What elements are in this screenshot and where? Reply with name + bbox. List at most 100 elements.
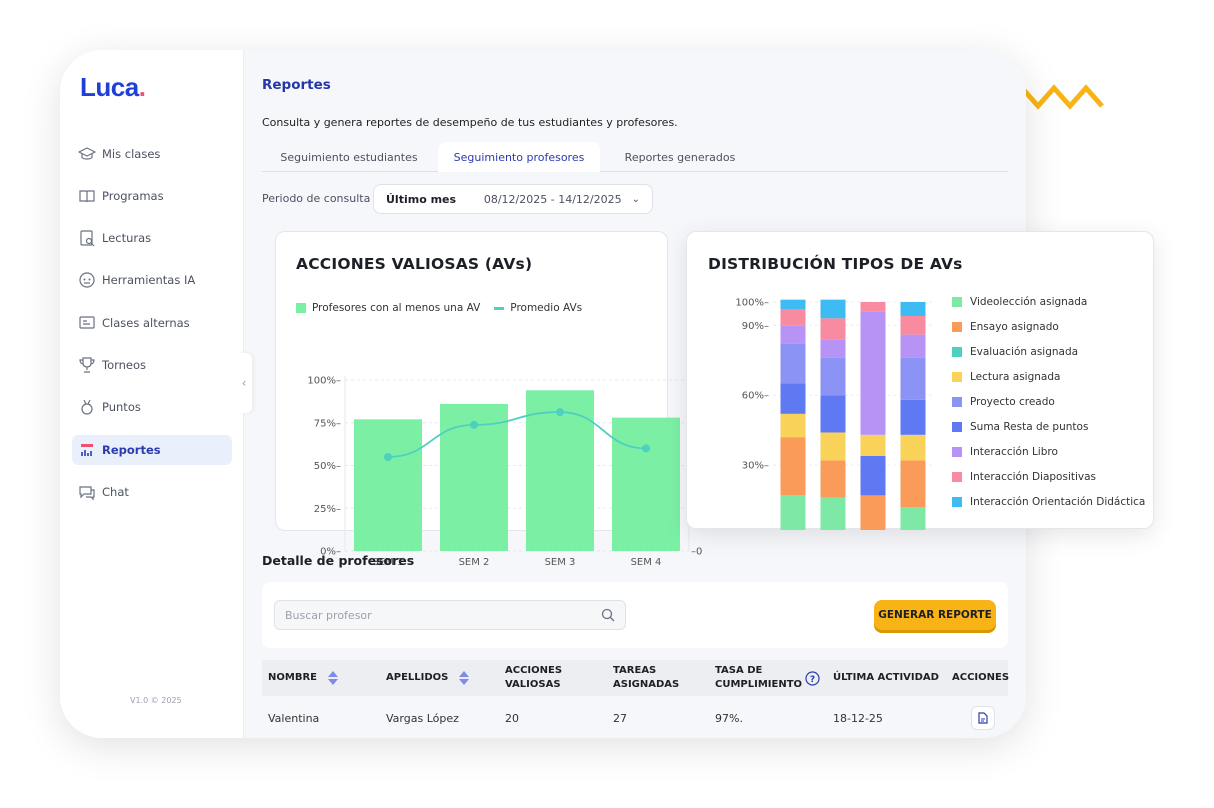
bar-segment bbox=[860, 455, 886, 496]
x-tick-label: SEM 1 bbox=[373, 557, 404, 568]
line-series bbox=[387, 411, 647, 458]
sort-icon[interactable] bbox=[458, 670, 470, 686]
legend-item: Lectura asignada bbox=[952, 371, 1060, 383]
search-icon bbox=[601, 608, 615, 622]
search-input[interactable]: Buscar profesor bbox=[274, 600, 626, 630]
search-placeholder: Buscar profesor bbox=[285, 608, 372, 622]
legend-item: Interacción Diapositivas bbox=[952, 471, 1096, 483]
legend-label: Lectura asignada bbox=[970, 371, 1061, 383]
page-title: Reportes bbox=[262, 77, 331, 93]
sidebar-item-clases-alternas[interactable]: Clases alternas bbox=[72, 308, 232, 338]
sidebar-item-herramientas-ia[interactable]: Herramientas IA bbox=[72, 265, 232, 295]
column-header-apellidos[interactable]: APELLIDOS bbox=[386, 660, 470, 696]
sidebar-item-label: Lecturas bbox=[102, 231, 152, 245]
x-tick-label: SEM 2 bbox=[459, 557, 490, 568]
y-tick-label: 75%– bbox=[314, 418, 341, 429]
tab-bar: Seguimiento estudiantes Seguimiento prof… bbox=[262, 142, 1008, 172]
sidebar-item-label: Torneos bbox=[102, 358, 147, 372]
bar-segment bbox=[820, 395, 846, 433]
column-header-nombre[interactable]: NOMBRE bbox=[268, 660, 339, 696]
legend-swatch-line bbox=[494, 306, 505, 310]
main-content: Reportes Consulta y genera reportes de d… bbox=[244, 50, 1026, 738]
legend-swatch bbox=[952, 447, 962, 457]
app-window: Luca. Mis clases Programas Lecturas Herr… bbox=[60, 50, 1026, 738]
sidebar-item-lecturas[interactable]: Lecturas bbox=[72, 223, 232, 253]
reading-icon bbox=[80, 230, 95, 247]
legend-item: Proyecto creado bbox=[952, 396, 1055, 408]
cell-tareas-asignadas: 27 bbox=[613, 711, 627, 725]
y-tick-label: 100%– bbox=[735, 298, 769, 309]
x-tick-label: SEM 3 bbox=[545, 557, 576, 568]
document-icon bbox=[978, 712, 988, 724]
y2-tick-label: –0 bbox=[691, 547, 702, 558]
sidebar-item-mis-clases[interactable]: Mis clases bbox=[72, 139, 232, 169]
bar-segment bbox=[780, 383, 806, 414]
distribution-chart-title: DISTRIBUCIÓN TIPOS DE AVs bbox=[708, 255, 963, 273]
search-toolbar: Buscar profesor GENERAR REPORTE bbox=[262, 582, 1008, 648]
period-label: Periodo de consulta bbox=[262, 192, 371, 205]
detail-title: Detalle de profesores bbox=[262, 553, 415, 568]
legend-label: Profesores con al menos una AV bbox=[312, 302, 481, 314]
help-icon[interactable]: ? bbox=[805, 671, 820, 686]
y-tick-label: 60%– bbox=[742, 391, 769, 402]
y-tick-label: 25%– bbox=[314, 504, 341, 515]
bar-segment bbox=[900, 434, 926, 461]
trophy-icon bbox=[79, 357, 95, 373]
sidebar-item-torneos[interactable]: Torneos bbox=[72, 350, 232, 380]
period-date-range: 08/12/2025 - 14/12/2025 bbox=[483, 192, 622, 206]
sidebar-item-label: Programas bbox=[102, 189, 164, 203]
bar-segment bbox=[860, 302, 886, 312]
y-tick-label: 90%– bbox=[742, 321, 769, 332]
chat-icon bbox=[79, 486, 95, 501]
sort-icon[interactable] bbox=[327, 670, 339, 686]
sidebar-item-programas[interactable]: Programas bbox=[72, 181, 232, 211]
bar-segment bbox=[780, 308, 806, 326]
sidebar-item-chat[interactable]: Chat bbox=[72, 477, 232, 507]
tab-reportes-generados[interactable]: Reportes generados bbox=[624, 150, 736, 164]
column-header-acciones: ACCIONES bbox=[952, 672, 1010, 683]
bar-segment bbox=[860, 434, 886, 456]
sidebar-item-puntos[interactable]: Puntos bbox=[72, 392, 232, 422]
bar-segment bbox=[900, 460, 926, 508]
avs-legend: Profesores con al menos una AV Promedio … bbox=[296, 302, 582, 314]
legend-label: Suma Resta de puntos bbox=[970, 421, 1089, 433]
generate-report-button[interactable]: GENERAR REPORTE bbox=[874, 600, 996, 630]
legend-swatch bbox=[952, 497, 962, 507]
legend-item: Evaluación asignada bbox=[952, 346, 1078, 358]
sidebar-collapse-button[interactable]: ‹ bbox=[236, 353, 252, 413]
sidebar-item-label: Mis clases bbox=[102, 147, 161, 161]
y-tick-label: 100%– bbox=[307, 376, 341, 387]
logo[interactable]: Luca. bbox=[80, 72, 146, 102]
distribution-chart-card: DISTRIBUCIÓN TIPOS DE AVs Videolección a… bbox=[686, 231, 1154, 530]
bar-segment bbox=[780, 325, 806, 344]
legend-label: Ensayo asignado bbox=[970, 321, 1059, 333]
legend-label: Promedio AVs bbox=[510, 302, 583, 314]
legend-item: Suma Resta de puntos bbox=[952, 421, 1088, 433]
y-tick-label: 50%– bbox=[314, 461, 341, 472]
column-header-acciones-valiosas: ACCIONES VALIOSAS bbox=[505, 665, 563, 690]
legend-swatch bbox=[952, 372, 962, 382]
legend-label: Proyecto creado bbox=[970, 396, 1055, 408]
tab-seguimiento-estudiantes[interactable]: Seguimiento estudiantes bbox=[280, 150, 418, 164]
legend-swatch bbox=[952, 322, 962, 332]
chart-icon bbox=[81, 444, 93, 456]
legend-swatch-bar bbox=[296, 303, 306, 313]
medal-icon bbox=[81, 399, 93, 415]
download-report-button[interactable] bbox=[971, 706, 995, 730]
page-description: Consulta y genera reportes de desempeño … bbox=[262, 116, 678, 129]
bar-segment bbox=[820, 299, 846, 319]
period-select[interactable]: Último mes 08/12/2025 - 14/12/2025 ⌄ bbox=[373, 184, 653, 214]
tab-seguimiento-profesores[interactable]: Seguimiento profesores bbox=[438, 142, 600, 172]
line-point bbox=[556, 408, 564, 417]
legend-item: Videolección asignada bbox=[952, 296, 1087, 308]
cell-tasa-cumplimiento: 97%. bbox=[715, 711, 743, 725]
bar-segment bbox=[780, 495, 806, 530]
sidebar: Luca. Mis clases Programas Lecturas Herr… bbox=[60, 50, 244, 738]
bar-segment bbox=[780, 413, 806, 438]
sidebar-item-reportes[interactable]: Reportes bbox=[72, 435, 232, 465]
column-header-tareas-asignadas: TAREAS ASIGNADAS bbox=[613, 665, 680, 690]
y-tick-label: 30%– bbox=[742, 461, 769, 472]
version-label: V1.0 © 2025 bbox=[130, 696, 182, 705]
